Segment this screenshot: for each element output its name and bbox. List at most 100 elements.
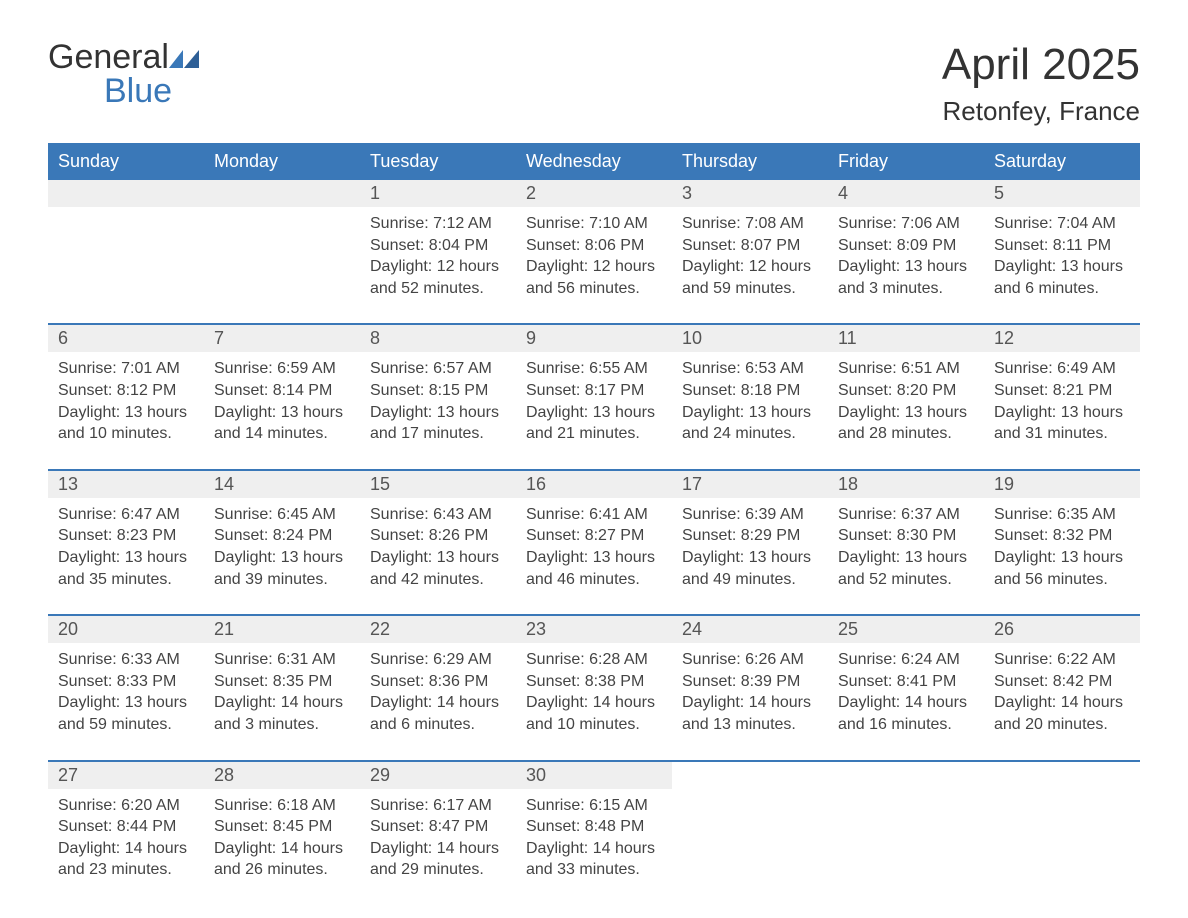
- dl2-line: and 59 minutes.: [58, 714, 194, 736]
- day-number: 11: [828, 325, 984, 352]
- sunset-line: Sunset: 8:36 PM: [370, 671, 506, 693]
- month-title: April 2025: [942, 40, 1140, 90]
- week-row: 27Sunrise: 6:20 AMSunset: 8:44 PMDayligh…: [48, 760, 1140, 887]
- dl2-line: and 49 minutes.: [682, 569, 818, 591]
- day-cell: 12Sunrise: 6:49 AMSunset: 8:21 PMDayligh…: [984, 325, 1140, 450]
- dl2-line: and 29 minutes.: [370, 859, 506, 881]
- sunset-line: Sunset: 8:11 PM: [994, 235, 1130, 257]
- sunrise-line: Sunrise: 6:57 AM: [370, 358, 506, 380]
- day-body: Sunrise: 6:49 AMSunset: 8:21 PMDaylight:…: [984, 352, 1140, 450]
- header: General Blue April 2025 Retonfey, France: [48, 40, 1140, 127]
- day-body: Sunrise: 6:26 AMSunset: 8:39 PMDaylight:…: [672, 643, 828, 741]
- dl2-line: and 46 minutes.: [526, 569, 662, 591]
- day-cell: 8Sunrise: 6:57 AMSunset: 8:15 PMDaylight…: [360, 325, 516, 450]
- dl2-line: and 20 minutes.: [994, 714, 1130, 736]
- dl2-line: and 14 minutes.: [214, 423, 350, 445]
- week-row: 13Sunrise: 6:47 AMSunset: 8:23 PMDayligh…: [48, 469, 1140, 596]
- dl1-line: Daylight: 13 hours: [370, 547, 506, 569]
- dl2-line: and 3 minutes.: [214, 714, 350, 736]
- dl1-line: Daylight: 12 hours: [682, 256, 818, 278]
- dl1-line: Daylight: 14 hours: [838, 692, 974, 714]
- sunrise-line: Sunrise: 6:39 AM: [682, 504, 818, 526]
- dl2-line: and 35 minutes.: [58, 569, 194, 591]
- day-body: Sunrise: 7:12 AMSunset: 8:04 PMDaylight:…: [360, 207, 516, 305]
- day-number: 18: [828, 471, 984, 498]
- day-cell: [828, 762, 984, 887]
- week-row: 1Sunrise: 7:12 AMSunset: 8:04 PMDaylight…: [48, 180, 1140, 305]
- dl1-line: Daylight: 13 hours: [214, 547, 350, 569]
- sunrise-line: Sunrise: 6:26 AM: [682, 649, 818, 671]
- day-cell: 26Sunrise: 6:22 AMSunset: 8:42 PMDayligh…: [984, 616, 1140, 741]
- sunset-line: Sunset: 8:35 PM: [214, 671, 350, 693]
- sunset-line: Sunset: 8:42 PM: [994, 671, 1130, 693]
- day-body: Sunrise: 6:15 AMSunset: 8:48 PMDaylight:…: [516, 789, 672, 887]
- sunset-line: Sunset: 8:27 PM: [526, 525, 662, 547]
- day-number: 7: [204, 325, 360, 352]
- sunset-line: Sunset: 8:30 PM: [838, 525, 974, 547]
- location-label: Retonfey, France: [942, 96, 1140, 127]
- day-body: Sunrise: 6:24 AMSunset: 8:41 PMDaylight:…: [828, 643, 984, 741]
- dl2-line: and 31 minutes.: [994, 423, 1130, 445]
- day-number: 21: [204, 616, 360, 643]
- sunset-line: Sunset: 8:18 PM: [682, 380, 818, 402]
- dl1-line: Daylight: 14 hours: [58, 838, 194, 860]
- day-number: 6: [48, 325, 204, 352]
- day-number: 16: [516, 471, 672, 498]
- dl2-line: and 10 minutes.: [58, 423, 194, 445]
- dl1-line: Daylight: 13 hours: [682, 547, 818, 569]
- day-number: [204, 180, 360, 207]
- day-number: 19: [984, 471, 1140, 498]
- day-number: [984, 762, 1140, 789]
- dl2-line: and 52 minutes.: [838, 569, 974, 591]
- title-block: April 2025 Retonfey, France: [942, 40, 1140, 127]
- day-cell: 19Sunrise: 6:35 AMSunset: 8:32 PMDayligh…: [984, 471, 1140, 596]
- day-cell: 29Sunrise: 6:17 AMSunset: 8:47 PMDayligh…: [360, 762, 516, 887]
- day-cell: 14Sunrise: 6:45 AMSunset: 8:24 PMDayligh…: [204, 471, 360, 596]
- day-cell: 20Sunrise: 6:33 AMSunset: 8:33 PMDayligh…: [48, 616, 204, 741]
- dl1-line: Daylight: 13 hours: [526, 402, 662, 424]
- day-body: Sunrise: 6:20 AMSunset: 8:44 PMDaylight:…: [48, 789, 204, 887]
- day-cell: 30Sunrise: 6:15 AMSunset: 8:48 PMDayligh…: [516, 762, 672, 887]
- day-body: Sunrise: 7:06 AMSunset: 8:09 PMDaylight:…: [828, 207, 984, 305]
- dl1-line: Daylight: 14 hours: [370, 692, 506, 714]
- sunrise-line: Sunrise: 7:04 AM: [994, 213, 1130, 235]
- day-number: 26: [984, 616, 1140, 643]
- brand-text: General Blue: [48, 40, 199, 108]
- brand-logo: General Blue: [48, 40, 199, 108]
- dl1-line: Daylight: 13 hours: [838, 547, 974, 569]
- day-body: Sunrise: 7:10 AMSunset: 8:06 PMDaylight:…: [516, 207, 672, 305]
- day-number: 25: [828, 616, 984, 643]
- dl2-line: and 13 minutes.: [682, 714, 818, 736]
- dl2-line: and 6 minutes.: [994, 278, 1130, 300]
- dl1-line: Daylight: 13 hours: [838, 402, 974, 424]
- sunset-line: Sunset: 8:33 PM: [58, 671, 194, 693]
- weekday-sunday: Sunday: [48, 143, 204, 180]
- weekday-saturday: Saturday: [984, 143, 1140, 180]
- sunset-line: Sunset: 8:48 PM: [526, 816, 662, 838]
- sunrise-line: Sunrise: 6:47 AM: [58, 504, 194, 526]
- dl1-line: Daylight: 13 hours: [58, 692, 194, 714]
- sunrise-line: Sunrise: 6:59 AM: [214, 358, 350, 380]
- dl1-line: Daylight: 13 hours: [994, 402, 1130, 424]
- dl2-line: and 21 minutes.: [526, 423, 662, 445]
- day-cell: [48, 180, 204, 305]
- day-cell: 17Sunrise: 6:39 AMSunset: 8:29 PMDayligh…: [672, 471, 828, 596]
- sunset-line: Sunset: 8:38 PM: [526, 671, 662, 693]
- day-cell: 9Sunrise: 6:55 AMSunset: 8:17 PMDaylight…: [516, 325, 672, 450]
- weekday-friday: Friday: [828, 143, 984, 180]
- day-number: 3: [672, 180, 828, 207]
- sunrise-line: Sunrise: 7:01 AM: [58, 358, 194, 380]
- day-body: Sunrise: 6:55 AMSunset: 8:17 PMDaylight:…: [516, 352, 672, 450]
- dl1-line: Daylight: 13 hours: [214, 402, 350, 424]
- day-body: Sunrise: 6:59 AMSunset: 8:14 PMDaylight:…: [204, 352, 360, 450]
- weekday-header-row: Sunday Monday Tuesday Wednesday Thursday…: [48, 143, 1140, 180]
- sunset-line: Sunset: 8:39 PM: [682, 671, 818, 693]
- day-cell: 7Sunrise: 6:59 AMSunset: 8:14 PMDaylight…: [204, 325, 360, 450]
- dl2-line: and 59 minutes.: [682, 278, 818, 300]
- day-body: Sunrise: 6:37 AMSunset: 8:30 PMDaylight:…: [828, 498, 984, 596]
- day-number: 14: [204, 471, 360, 498]
- sunset-line: Sunset: 8:29 PM: [682, 525, 818, 547]
- sunset-line: Sunset: 8:20 PM: [838, 380, 974, 402]
- day-number: 8: [360, 325, 516, 352]
- day-body: Sunrise: 6:17 AMSunset: 8:47 PMDaylight:…: [360, 789, 516, 887]
